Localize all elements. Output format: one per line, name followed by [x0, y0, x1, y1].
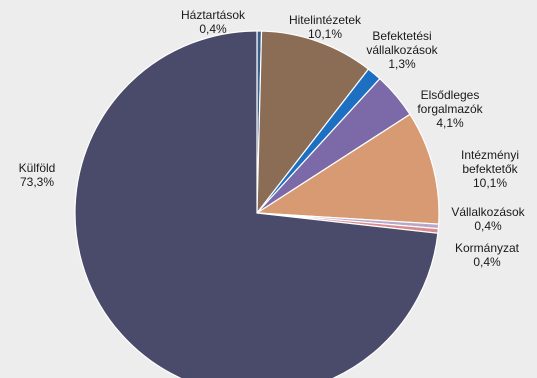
- slice-label: Háztartások 0,4%: [181, 8, 246, 36]
- pie-slice: [256, 30, 370, 215]
- slice-label: Befektetési vállalkozások 1,3%: [366, 29, 438, 71]
- slice-label: Külföld 73,3%: [19, 161, 56, 189]
- slice-label: Intézményi befektetők 10,1%: [461, 148, 519, 190]
- slice-label: Hitelintézetek 10,1%: [289, 13, 362, 41]
- slice-label: Kormányzat 0,4%: [455, 241, 520, 269]
- pie-slice: [255, 113, 440, 225]
- slice-label: Elsődleges forgalmazók 4,1%: [417, 88, 483, 130]
- slice-label: Vállalkozások 0,4%: [451, 205, 525, 233]
- pie-slice: [74, 30, 439, 378]
